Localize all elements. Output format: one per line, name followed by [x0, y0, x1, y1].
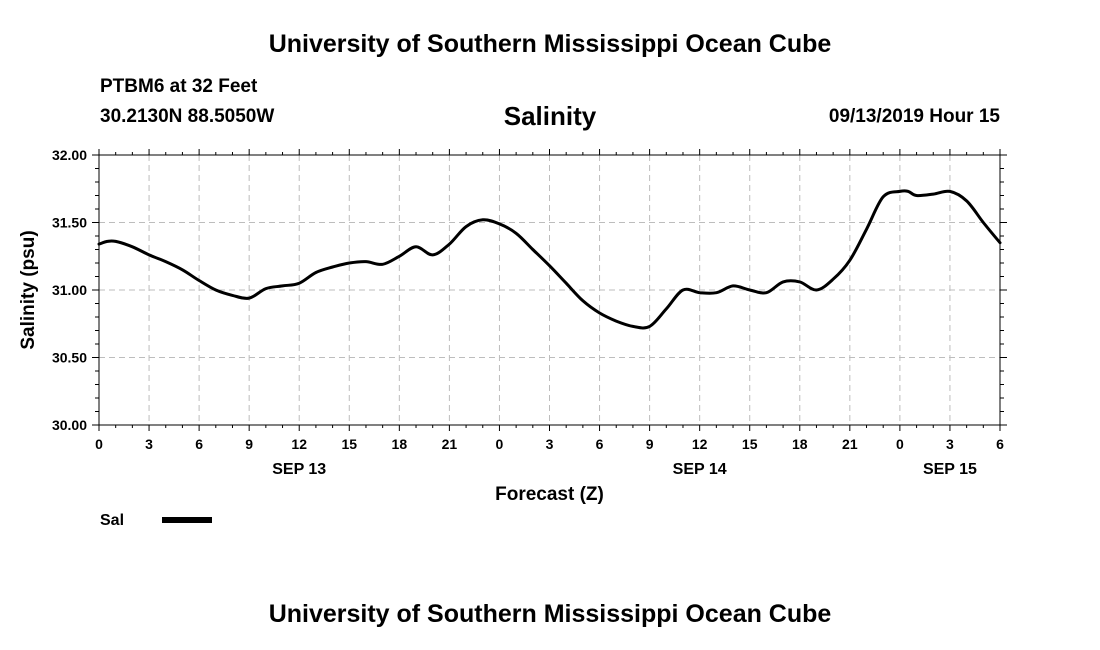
x-tick-label: 12 [291, 436, 307, 452]
grid [99, 155, 1000, 425]
date-label: SEP 13 [272, 461, 326, 478]
page-title: University of Southern Mississippi Ocean… [268, 30, 832, 58]
y-tick-label: 31.50 [52, 215, 87, 231]
y-tick-label: 32.00 [52, 147, 87, 163]
x-tick-label: 6 [596, 436, 604, 452]
y-tick-label: 31.00 [52, 282, 87, 298]
x-tick-label: 18 [392, 436, 408, 452]
x-tick-label: 6 [195, 436, 203, 452]
date-label: SEP 14 [673, 461, 727, 478]
legend-label-sal: Sal [100, 512, 124, 529]
x-tick-label: 0 [896, 436, 904, 452]
x-tick-label: 18 [792, 436, 808, 452]
coordinates-label: 30.2130N 88.5050W [100, 106, 275, 127]
x-tick-label: 0 [95, 436, 103, 452]
x-tick-label: 15 [341, 436, 357, 452]
series-line-sal [97, 189, 1002, 330]
series [97, 189, 1002, 330]
x-tick-label: 21 [442, 436, 458, 452]
chart-title: Salinity [503, 101, 597, 131]
y-axis-label: Salinity (psu) [18, 230, 39, 349]
x-tick-label: 9 [245, 436, 253, 452]
forecast-datetime: 09/13/2019 Hour 15 [828, 106, 1000, 127]
x-tick-label: 21 [842, 436, 858, 452]
x-tick-label: 0 [496, 436, 504, 452]
x-tick-label: 3 [145, 436, 153, 452]
date-label: SEP 15 [923, 461, 977, 478]
y-tick-label: 30.50 [52, 350, 87, 366]
plot-frame [98, 154, 1001, 426]
footer-title: University of Southern Mississippi Ocean… [268, 600, 832, 628]
x-axis-label: Forecast (Z) [495, 484, 604, 505]
tick-labels: 0 3 6 9 12 15 18 21 0 3 6 9 12 15 18 21 0 3 6 30.00 30.50 31.… [52, 147, 1004, 478]
x-tick-label: 3 [546, 436, 554, 452]
x-tick-label: 6 [996, 436, 1004, 452]
x-tick-label: 3 [946, 436, 954, 452]
y-tick-label: 30.00 [52, 417, 87, 433]
x-tick-label: 15 [742, 436, 758, 452]
station-label: PTBM6 at 32 Feet [100, 76, 258, 97]
x-tick-label: 12 [692, 436, 708, 452]
x-tick-label: 9 [646, 436, 654, 452]
legend: Sal [100, 512, 212, 529]
